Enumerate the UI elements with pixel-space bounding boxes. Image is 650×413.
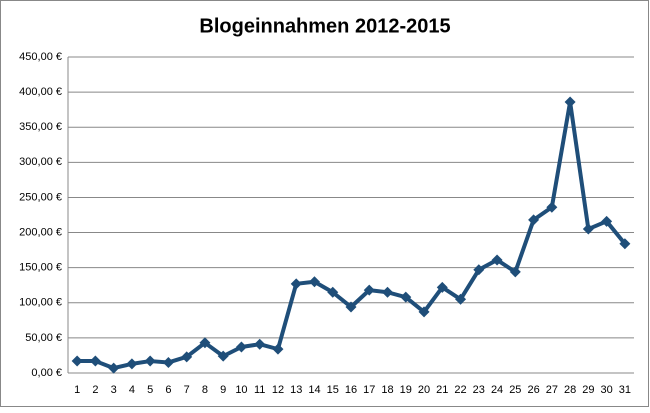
x-tick-label: 12 <box>272 384 284 396</box>
data-point <box>382 286 394 298</box>
data-point <box>418 306 430 318</box>
data-point <box>491 254 503 266</box>
data-point <box>272 343 284 355</box>
data-point <box>345 301 357 313</box>
data-point <box>400 291 412 303</box>
x-tick-label: 17 <box>363 384 375 396</box>
data-point <box>363 284 375 296</box>
x-tick-label: 21 <box>436 384 448 396</box>
y-tick-label: 450,00 € <box>19 51 62 63</box>
data-point <box>126 358 138 370</box>
x-tick-label: 23 <box>473 384 485 396</box>
data-point <box>199 337 211 349</box>
y-tick-label: 250,00 € <box>19 191 62 203</box>
data-point <box>601 215 613 227</box>
x-tick-label: 16 <box>345 384 357 396</box>
data-point <box>254 338 266 350</box>
data-point <box>582 223 594 235</box>
data-point <box>108 362 120 374</box>
data-point <box>217 350 229 362</box>
x-tick-label: 6 <box>165 384 171 396</box>
x-tick-label: 20 <box>418 384 430 396</box>
data-point <box>327 286 339 298</box>
data-point <box>71 355 83 367</box>
y-tick-label: 50,00 € <box>25 332 62 344</box>
data-point <box>528 214 540 226</box>
data-point <box>546 201 558 213</box>
x-tick-label: 22 <box>454 384 466 396</box>
x-tick-label: 1 <box>74 384 80 396</box>
x-tick-label: 8 <box>202 384 208 396</box>
x-tick-label: 25 <box>509 384 521 396</box>
x-tick-label: 24 <box>491 384 503 396</box>
x-tick-label: 10 <box>235 384 247 396</box>
y-tick-label: 150,00 € <box>19 262 62 274</box>
x-tick-label: 19 <box>400 384 412 396</box>
x-tick-label: 11 <box>254 384 265 396</box>
data-point <box>89 355 101 367</box>
data-point <box>436 281 448 293</box>
y-tick-label: 400,00 € <box>19 86 62 98</box>
x-tick-label: 15 <box>327 384 339 396</box>
data-point <box>509 266 521 278</box>
y-tick-label: 300,00 € <box>19 156 62 168</box>
x-tick-label: 31 <box>619 384 631 396</box>
x-tick-label: 13 <box>290 384 302 396</box>
y-tick-label: 0,00 € <box>31 367 62 379</box>
data-point <box>564 96 576 108</box>
x-tick-label: 26 <box>527 384 539 396</box>
x-tick-label: 18 <box>381 384 393 396</box>
data-point <box>162 356 174 368</box>
data-point <box>473 264 485 276</box>
x-tick-label: 7 <box>184 384 190 396</box>
data-point <box>235 341 247 353</box>
x-tick-label: 5 <box>147 384 153 396</box>
data-point <box>455 293 467 305</box>
data-point <box>144 355 156 367</box>
x-tick-label: 3 <box>111 384 117 396</box>
y-tick-label: 350,00 € <box>19 121 62 133</box>
x-tick-label: 29 <box>582 384 594 396</box>
x-tick-label: 30 <box>600 384 612 396</box>
y-tick-label: 100,00 € <box>19 297 62 309</box>
x-tick-label: 2 <box>92 384 98 396</box>
chart-title: Blogeinnahmen 2012-2015 <box>199 15 450 37</box>
x-tick-label: 28 <box>564 384 576 396</box>
x-tick-label: 27 <box>546 384 558 396</box>
y-tick-label: 200,00 € <box>19 226 62 238</box>
data-point <box>619 238 631 250</box>
data-point <box>290 278 302 290</box>
data-point <box>308 276 320 288</box>
x-tick-label: 9 <box>220 384 226 396</box>
x-tick-label: 14 <box>308 384 320 396</box>
data-point <box>181 351 193 363</box>
x-tick-label: 4 <box>129 384 135 396</box>
